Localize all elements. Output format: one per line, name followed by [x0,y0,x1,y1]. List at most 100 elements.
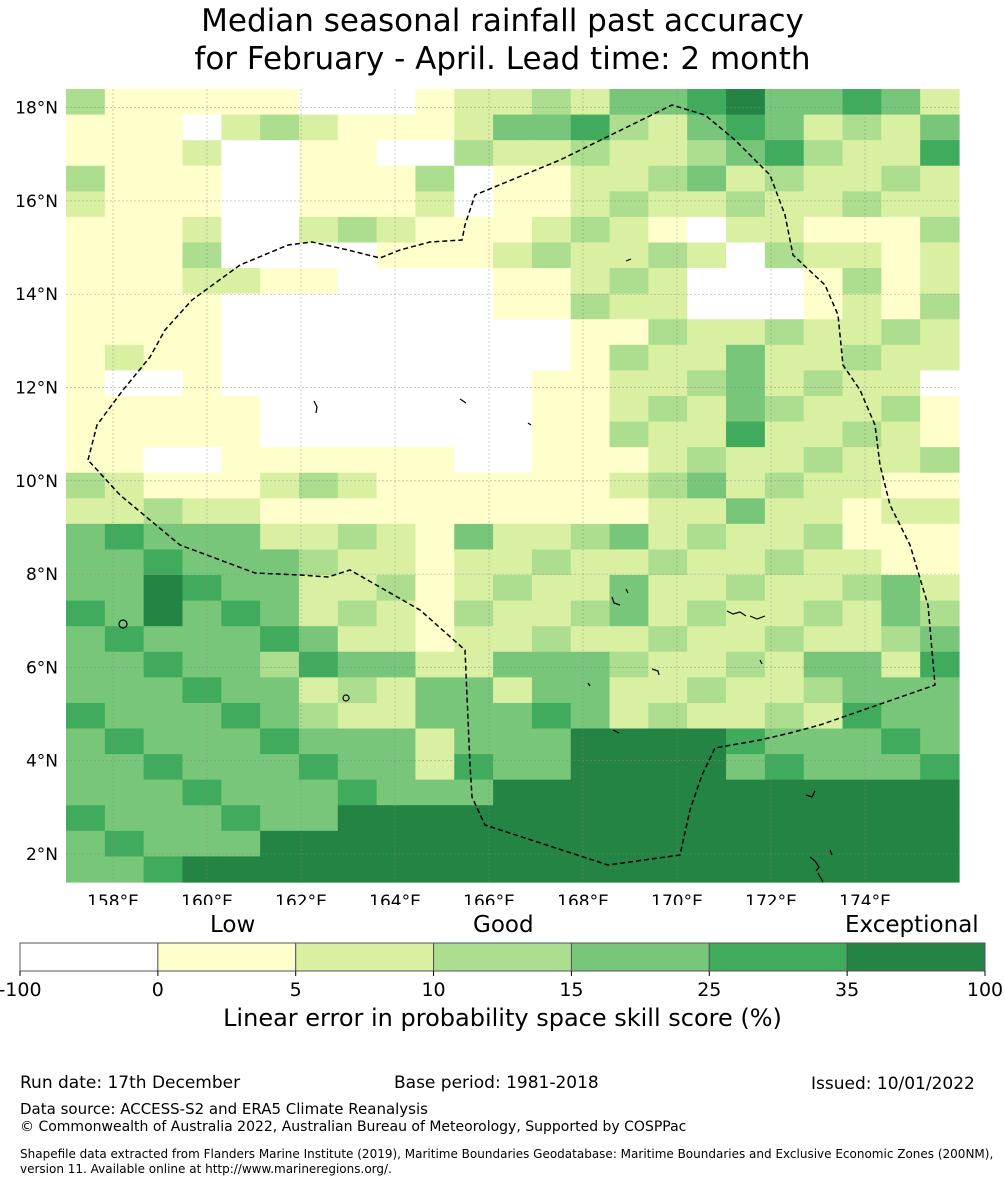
eez-boundary [87,104,936,866]
grid-cell [920,702,960,730]
grid-cell [260,805,300,832]
grid-cell [337,626,378,653]
grid-cell [531,89,572,116]
grid-cell [687,779,727,806]
grid-cell [221,702,261,730]
grid-cell [687,140,727,167]
grid-cell [726,165,766,192]
grid-cell [376,242,417,269]
x-tick-label: 160°E [181,892,233,905]
grid-cell [493,293,533,320]
grid-cell [764,754,805,781]
grid-cell [143,549,184,576]
grid-cell [570,677,611,704]
grid-cell [531,216,572,244]
grid-cell [764,549,805,576]
grid-cell [298,830,339,858]
grid-cell [764,319,805,346]
grid-cell [143,677,184,704]
colorbar-tick-label: 100 [967,979,1003,1000]
grid-cell [609,472,649,499]
grid-cell [221,114,261,141]
grid-cell [337,242,378,269]
grid-cell [221,523,261,551]
grid-cell [337,830,378,858]
grid-cell [221,600,261,627]
grid-cell [143,600,184,627]
grid-cell [454,447,494,474]
grid-cell [260,575,300,602]
grid-cell [376,677,417,704]
grid-cell [803,165,844,192]
grid-cell [842,651,882,678]
colorbar-ticks: -100 0 5 10 15 25 35 100 [0,971,1003,1000]
grid-cell [881,626,921,653]
grid-cell [493,600,533,627]
grid-cell [454,651,494,678]
grid-cell [454,523,494,551]
grid-cell [376,447,417,474]
grid-cell [648,754,688,781]
grid-cell [726,575,766,602]
grid-cell [143,268,184,295]
grid-cell [143,523,184,551]
grid-cell [376,549,417,576]
grid-cell [920,344,960,371]
grid-cell [881,523,921,551]
grid-cell [687,370,727,397]
grid-cell [764,114,805,141]
island [749,615,766,620]
grid-cell [609,651,649,678]
grid-cell [66,600,106,627]
grid-cell [687,242,727,269]
grid-cell [376,728,417,755]
grid-cell [531,472,572,499]
grid-cell [920,89,960,116]
grid-cell [842,268,882,295]
grid-cell [260,677,300,704]
grid-cell [337,114,378,141]
grid-cell [337,395,378,423]
grid-cell [570,498,611,525]
grid-cell [104,805,145,832]
grid-cell [726,447,766,474]
x-tick-label: 164°E [369,892,421,905]
data-source: Data source: ACCESS-S2 and ERA5 Climate … [20,1100,428,1118]
grid-cell [260,140,300,167]
grid-cell [764,472,805,499]
grid-cell [182,677,222,704]
copyright: © Commonwealth of Australia 2022, Austra… [20,1119,687,1135]
grid-cell [531,344,572,371]
grid-cell [493,575,533,602]
grid-cell [687,268,727,295]
grid-cell [454,216,494,244]
grid-cell [609,319,649,346]
grid-cell [298,268,339,295]
grid-cell [920,779,960,806]
grid-cell [298,626,339,653]
grid-cell [260,651,300,678]
grid-cell [66,293,106,320]
grid-cell [803,216,844,244]
grid-cell [842,242,882,269]
grid-cell [842,805,882,832]
grid-cell [726,421,766,448]
grid-cell [842,344,882,371]
grid-cell [687,575,727,602]
grid-cell [143,89,184,116]
grid-cell [182,651,222,678]
grid-cell [609,830,649,858]
grid-cell [570,268,611,295]
grid-cell [764,498,805,525]
grid-cell [298,728,339,755]
grid-cell [260,114,300,141]
grid-cell [376,830,417,858]
grid-cell [337,523,378,551]
grid-cell [881,549,921,576]
grid-cell [221,242,261,269]
grid-cell [609,523,649,551]
grid-cell [764,805,805,832]
grid-cell [842,754,882,781]
grid-cell [221,651,261,678]
grid-cell [182,805,222,832]
